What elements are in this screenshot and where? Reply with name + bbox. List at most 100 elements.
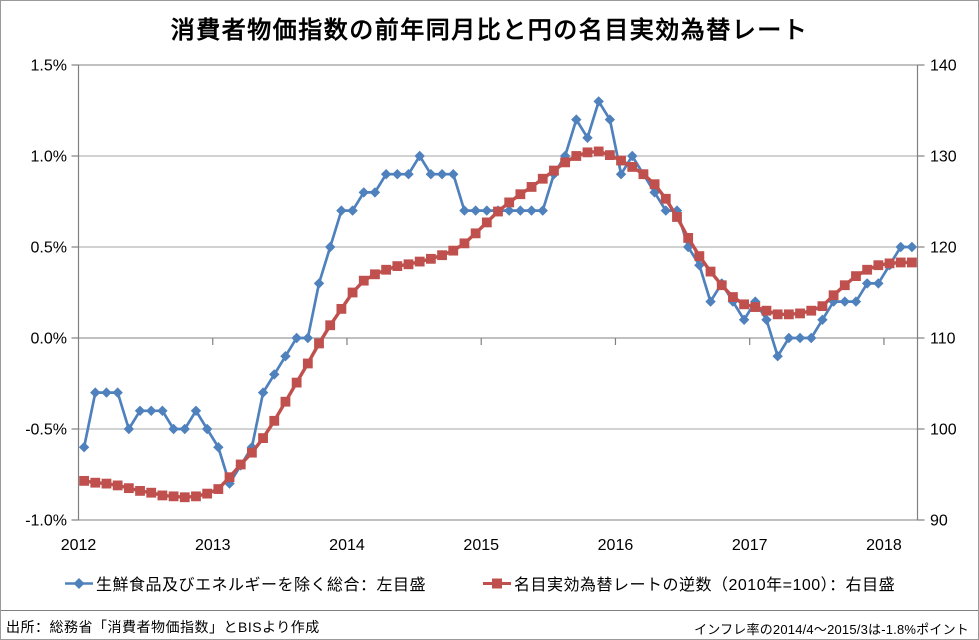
left-axis-tick-label: 0.0% xyxy=(31,331,67,348)
right-axis-tick-label: 120 xyxy=(930,240,957,257)
cpi-data-point xyxy=(850,296,862,307)
fx-data-point xyxy=(817,301,828,312)
fx-data-point xyxy=(123,483,134,494)
cpi-data-point xyxy=(269,369,280,380)
fx-data-point xyxy=(157,490,168,501)
fx-data-point xyxy=(504,197,515,208)
cpi-data-point xyxy=(481,205,493,216)
fx-data-point xyxy=(179,492,190,503)
cpi-data-point xyxy=(515,205,526,216)
right-axis-tick-label: 90 xyxy=(930,513,948,530)
legend: 生鮮食品及びエネルギーを除く総合：左目盛 名目実効為替レートの逆数（2010年=… xyxy=(1,571,978,594)
left-axis-tick-label: 1.5% xyxy=(31,58,67,75)
fx-data-point xyxy=(672,212,682,222)
fx-data-point xyxy=(739,299,750,310)
fx-data-point xyxy=(907,257,917,268)
cpi-data-point xyxy=(895,241,906,253)
square-marker-icon xyxy=(483,578,511,588)
cpi-data-point xyxy=(660,205,671,216)
fx-data-point xyxy=(269,415,280,426)
cpi-data-point xyxy=(906,241,918,253)
x-axis-year-label: 2014 xyxy=(329,537,365,554)
left-axis-tick-label: -0.5% xyxy=(25,422,67,439)
right-axis-tick-label: 110 xyxy=(930,331,956,348)
fx-data-point xyxy=(537,173,548,184)
cpi-data-point xyxy=(794,332,806,344)
fx-data-point xyxy=(280,396,291,407)
cpi-data-point xyxy=(425,169,437,180)
legend-label-fx: 名目実効為替レートの逆数（2010年=100）：右目盛 xyxy=(514,577,896,594)
fx-data-point xyxy=(370,269,380,280)
cpi-data-point xyxy=(257,387,269,398)
cpi-data-point xyxy=(336,205,347,216)
fx-data-point xyxy=(761,305,772,316)
cpi-data-point xyxy=(571,114,582,125)
cpi-data-point xyxy=(873,278,884,289)
cpi-data-point xyxy=(503,205,515,216)
cpi-data-point xyxy=(604,114,616,125)
fx-data-point xyxy=(828,290,839,301)
cpi-data-point xyxy=(392,169,403,180)
fx-data-point xyxy=(168,491,179,502)
cpi-data-point xyxy=(694,260,705,271)
fx-data-point xyxy=(604,150,615,160)
fx-data-point xyxy=(772,309,783,320)
cpi-data-point xyxy=(627,150,638,162)
cpi-data-point xyxy=(112,387,123,398)
fx-data-point xyxy=(347,287,358,298)
fx-data-point xyxy=(325,320,336,331)
cpi-data-point xyxy=(459,205,470,216)
cpi-data-point xyxy=(380,169,392,180)
cpi-data-point xyxy=(90,387,101,398)
cpi-data-point xyxy=(157,405,168,416)
fx-data-point xyxy=(873,260,884,271)
cpi-data-point xyxy=(537,205,548,216)
fx-data-point xyxy=(627,162,638,172)
cpi-data-point xyxy=(783,332,795,344)
footer-divider xyxy=(1,610,978,611)
fx-data-point xyxy=(191,491,201,502)
cpi-data-point xyxy=(325,241,336,253)
cpi-data-point xyxy=(593,96,604,107)
right-axis-tick-label: 130 xyxy=(930,149,957,166)
fx-data-point xyxy=(895,257,906,268)
fx-data-point xyxy=(750,302,761,312)
cpi-data-point xyxy=(280,351,291,362)
fx-data-point xyxy=(358,275,369,286)
fx-data-point xyxy=(403,259,414,270)
cpi-data-point xyxy=(358,187,369,198)
fx-data-point xyxy=(135,485,145,496)
fx-data-point xyxy=(381,264,392,275)
cpi-data-point xyxy=(179,423,190,435)
fx-data-point xyxy=(481,217,492,228)
fx-data-point xyxy=(705,266,716,277)
fx-data-point xyxy=(851,271,861,282)
fx-data-point xyxy=(582,147,593,158)
cpi-data-point xyxy=(761,314,772,325)
fx-data-point xyxy=(795,308,805,319)
fx-data-point xyxy=(638,169,649,180)
fx-data-point xyxy=(437,250,447,261)
fx-data-point xyxy=(839,280,850,291)
fx-data-point xyxy=(716,280,727,291)
fx-data-point xyxy=(806,305,817,316)
fx-data-point xyxy=(649,179,660,190)
fx-data-point xyxy=(560,157,571,168)
fx-data-point xyxy=(459,238,470,249)
fx-data-point xyxy=(414,256,425,267)
cpi-data-point xyxy=(526,205,537,216)
cpi-data-point xyxy=(123,423,135,435)
left-axis-tick-label: 0.5% xyxy=(31,240,67,257)
fx-data-point xyxy=(694,251,705,261)
cpi-data-point xyxy=(414,150,425,162)
cpi-data-point xyxy=(615,169,627,180)
fx-data-point xyxy=(112,480,123,491)
cpi-data-point xyxy=(291,332,302,344)
cpi-data-point xyxy=(369,187,381,198)
cpi-data-point xyxy=(201,423,213,435)
fx-data-point xyxy=(336,303,347,314)
fx-data-point xyxy=(146,487,157,498)
cpi-data-point xyxy=(436,169,448,180)
fx-data-point xyxy=(302,358,313,369)
